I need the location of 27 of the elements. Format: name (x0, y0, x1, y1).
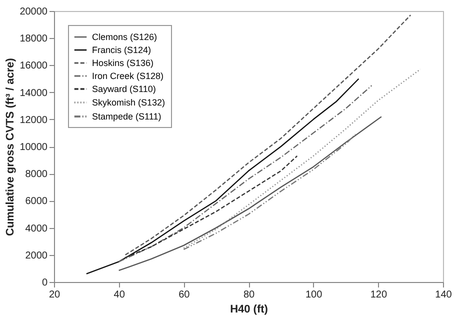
legend-label: Iron Creek (S128) (92, 71, 164, 81)
legend-label: Skykomish (S132) (92, 98, 166, 108)
x-tick-label: 80 (243, 290, 255, 300)
x-tick-label: 140 (435, 290, 452, 300)
x-tick-label: 100 (305, 290, 323, 300)
legend-label: Stampede (S111) (92, 112, 162, 122)
y-tick-label: 18000 (20, 34, 48, 45)
y-tick-label: 14000 (20, 88, 48, 99)
y-tick-label: 2000 (25, 250, 48, 262)
x-tick-label: 120 (370, 290, 388, 300)
y-axis-title: Cumulative gross CVTS (ft³ / acre) (4, 58, 17, 236)
x-tick-label: 20 (48, 290, 60, 300)
x-tick-label: 60 (178, 290, 190, 300)
legend-label: Francis (S124) (92, 45, 152, 55)
y-tick-label: 4000 (25, 223, 48, 234)
y-tick-label: 10000 (20, 142, 48, 153)
y-tick-label: 12000 (20, 114, 48, 126)
y-tick-label: 20000 (20, 6, 48, 18)
x-axis-title: H40 (ft) (230, 304, 268, 316)
y-tick-label: 6000 (25, 196, 48, 208)
y-tick-label: 8000 (25, 169, 48, 180)
legend-label: Hoskins (S136) (92, 58, 154, 68)
legend-label: Sayward (S110) (92, 84, 156, 94)
y-tick-label: 0 (42, 278, 48, 288)
y-tick-label: 16000 (20, 60, 48, 72)
x-tick-label: 40 (114, 290, 126, 300)
legend-label: Clemons (S126) (92, 32, 158, 42)
